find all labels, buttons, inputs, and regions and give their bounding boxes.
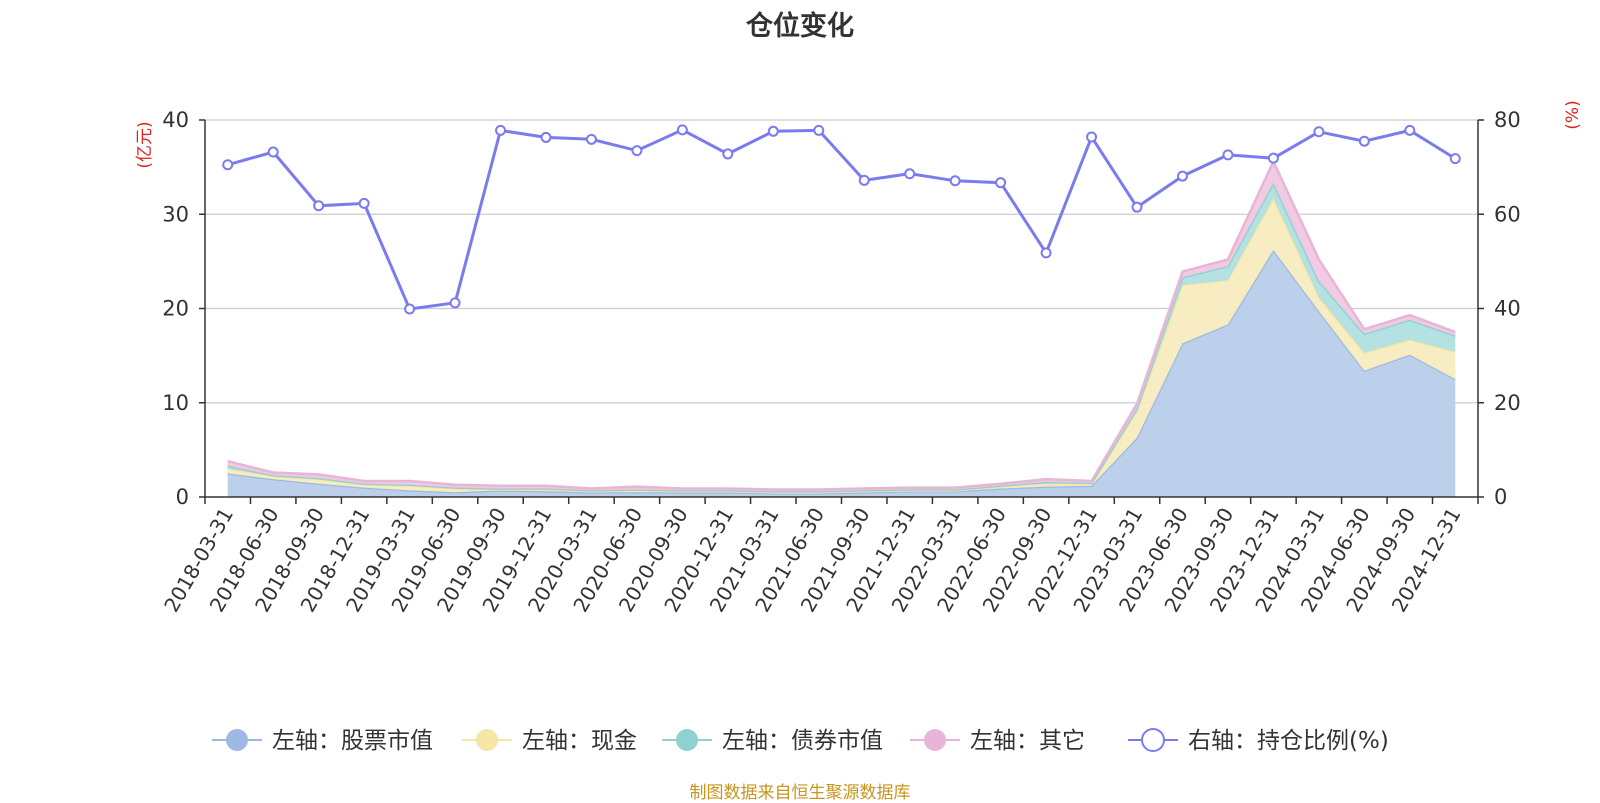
right-axis-unit: (%) [1563,100,1583,129]
legend-marker [924,729,946,751]
area-layer [227,158,1456,497]
area-series-0 [227,250,1456,497]
ratio-point[interactable] [495,124,507,136]
ratio-point[interactable] [722,148,734,160]
left-axis-tick-label: 20 [162,297,189,321]
ratio-point[interactable] [1449,153,1461,165]
legend-label: 左轴：股票市值 [272,728,433,754]
legend-item[interactable]: 左轴：债券市值 [662,728,883,754]
ratio-point[interactable] [858,174,870,186]
ratio-point[interactable] [404,303,416,315]
ratio-point[interactable] [676,124,688,136]
ratio-point[interactable] [631,145,643,157]
legend[interactable]: 左轴：股票市值 左轴：现金 左轴：债券市值 左轴：其它 右轴：持仓比例(%) [212,728,1389,754]
ratio-point[interactable] [1040,247,1052,259]
ratio-point[interactable] [995,177,1007,189]
ratio-point[interactable] [1404,124,1416,136]
ratio-point[interactable] [267,146,279,158]
left-axis-tick-label: 10 [162,391,189,415]
ratio-point[interactable] [1222,149,1234,161]
ratio-point[interactable] [585,133,597,145]
area-series-edge-3 [227,158,1456,491]
ratio-point[interactable] [813,124,825,136]
legend-label: 左轴：现金 [522,728,637,754]
chart-title: 仓位变化 [746,11,854,42]
ratio-point[interactable] [1131,201,1143,213]
ratio-point[interactable] [313,200,325,212]
legend-marker [676,729,698,751]
legend-item[interactable]: 左轴：现金 [462,728,637,754]
legend-label: 右轴：持仓比例(%) [1188,728,1389,754]
right-axis-tick-label: 0 [1494,485,1507,509]
left-axis-unit: (亿元) [135,121,155,168]
right-axis-tick-label: 60 [1494,202,1521,226]
ratio-point[interactable] [767,125,779,137]
legend-marker [1141,728,1165,752]
legend-item[interactable]: 左轴：股票市值 [212,728,433,754]
ratio-point[interactable] [904,168,916,180]
ratio-point[interactable] [449,297,461,309]
ratio-line [227,128,1457,311]
line-layer [222,124,1461,315]
ratio-point[interactable] [540,131,552,143]
left-axis-tick-label: 0 [176,485,189,509]
source-note: 制图数据来自恒生聚源数据库 [689,783,911,803]
left-axis-tick-label: 40 [162,108,189,132]
legend-item[interactable]: 左轴：其它 [910,728,1085,754]
right-axis-tick-label: 80 [1494,108,1521,132]
ratio-point[interactable] [1176,170,1188,182]
right-axis-tick-label: 40 [1494,297,1521,321]
left-axis-tick-label: 30 [162,202,189,226]
legend-label: 左轴：其它 [970,728,1085,754]
ratio-point[interactable] [1313,126,1325,138]
legend-label: 左轴：债券市值 [722,728,883,754]
ratio-point[interactable] [949,175,961,187]
ratio-point[interactable] [358,197,370,209]
ratio-point[interactable] [222,159,234,171]
legend-item[interactable]: 右轴：持仓比例(%) [1128,728,1389,754]
ratio-point[interactable] [1358,135,1370,147]
legend-marker [476,729,498,751]
right-axis-tick-label: 20 [1494,391,1521,415]
legend-marker [226,729,248,751]
ratio-point[interactable] [1086,131,1098,143]
ratio-point[interactable] [1267,152,1279,164]
